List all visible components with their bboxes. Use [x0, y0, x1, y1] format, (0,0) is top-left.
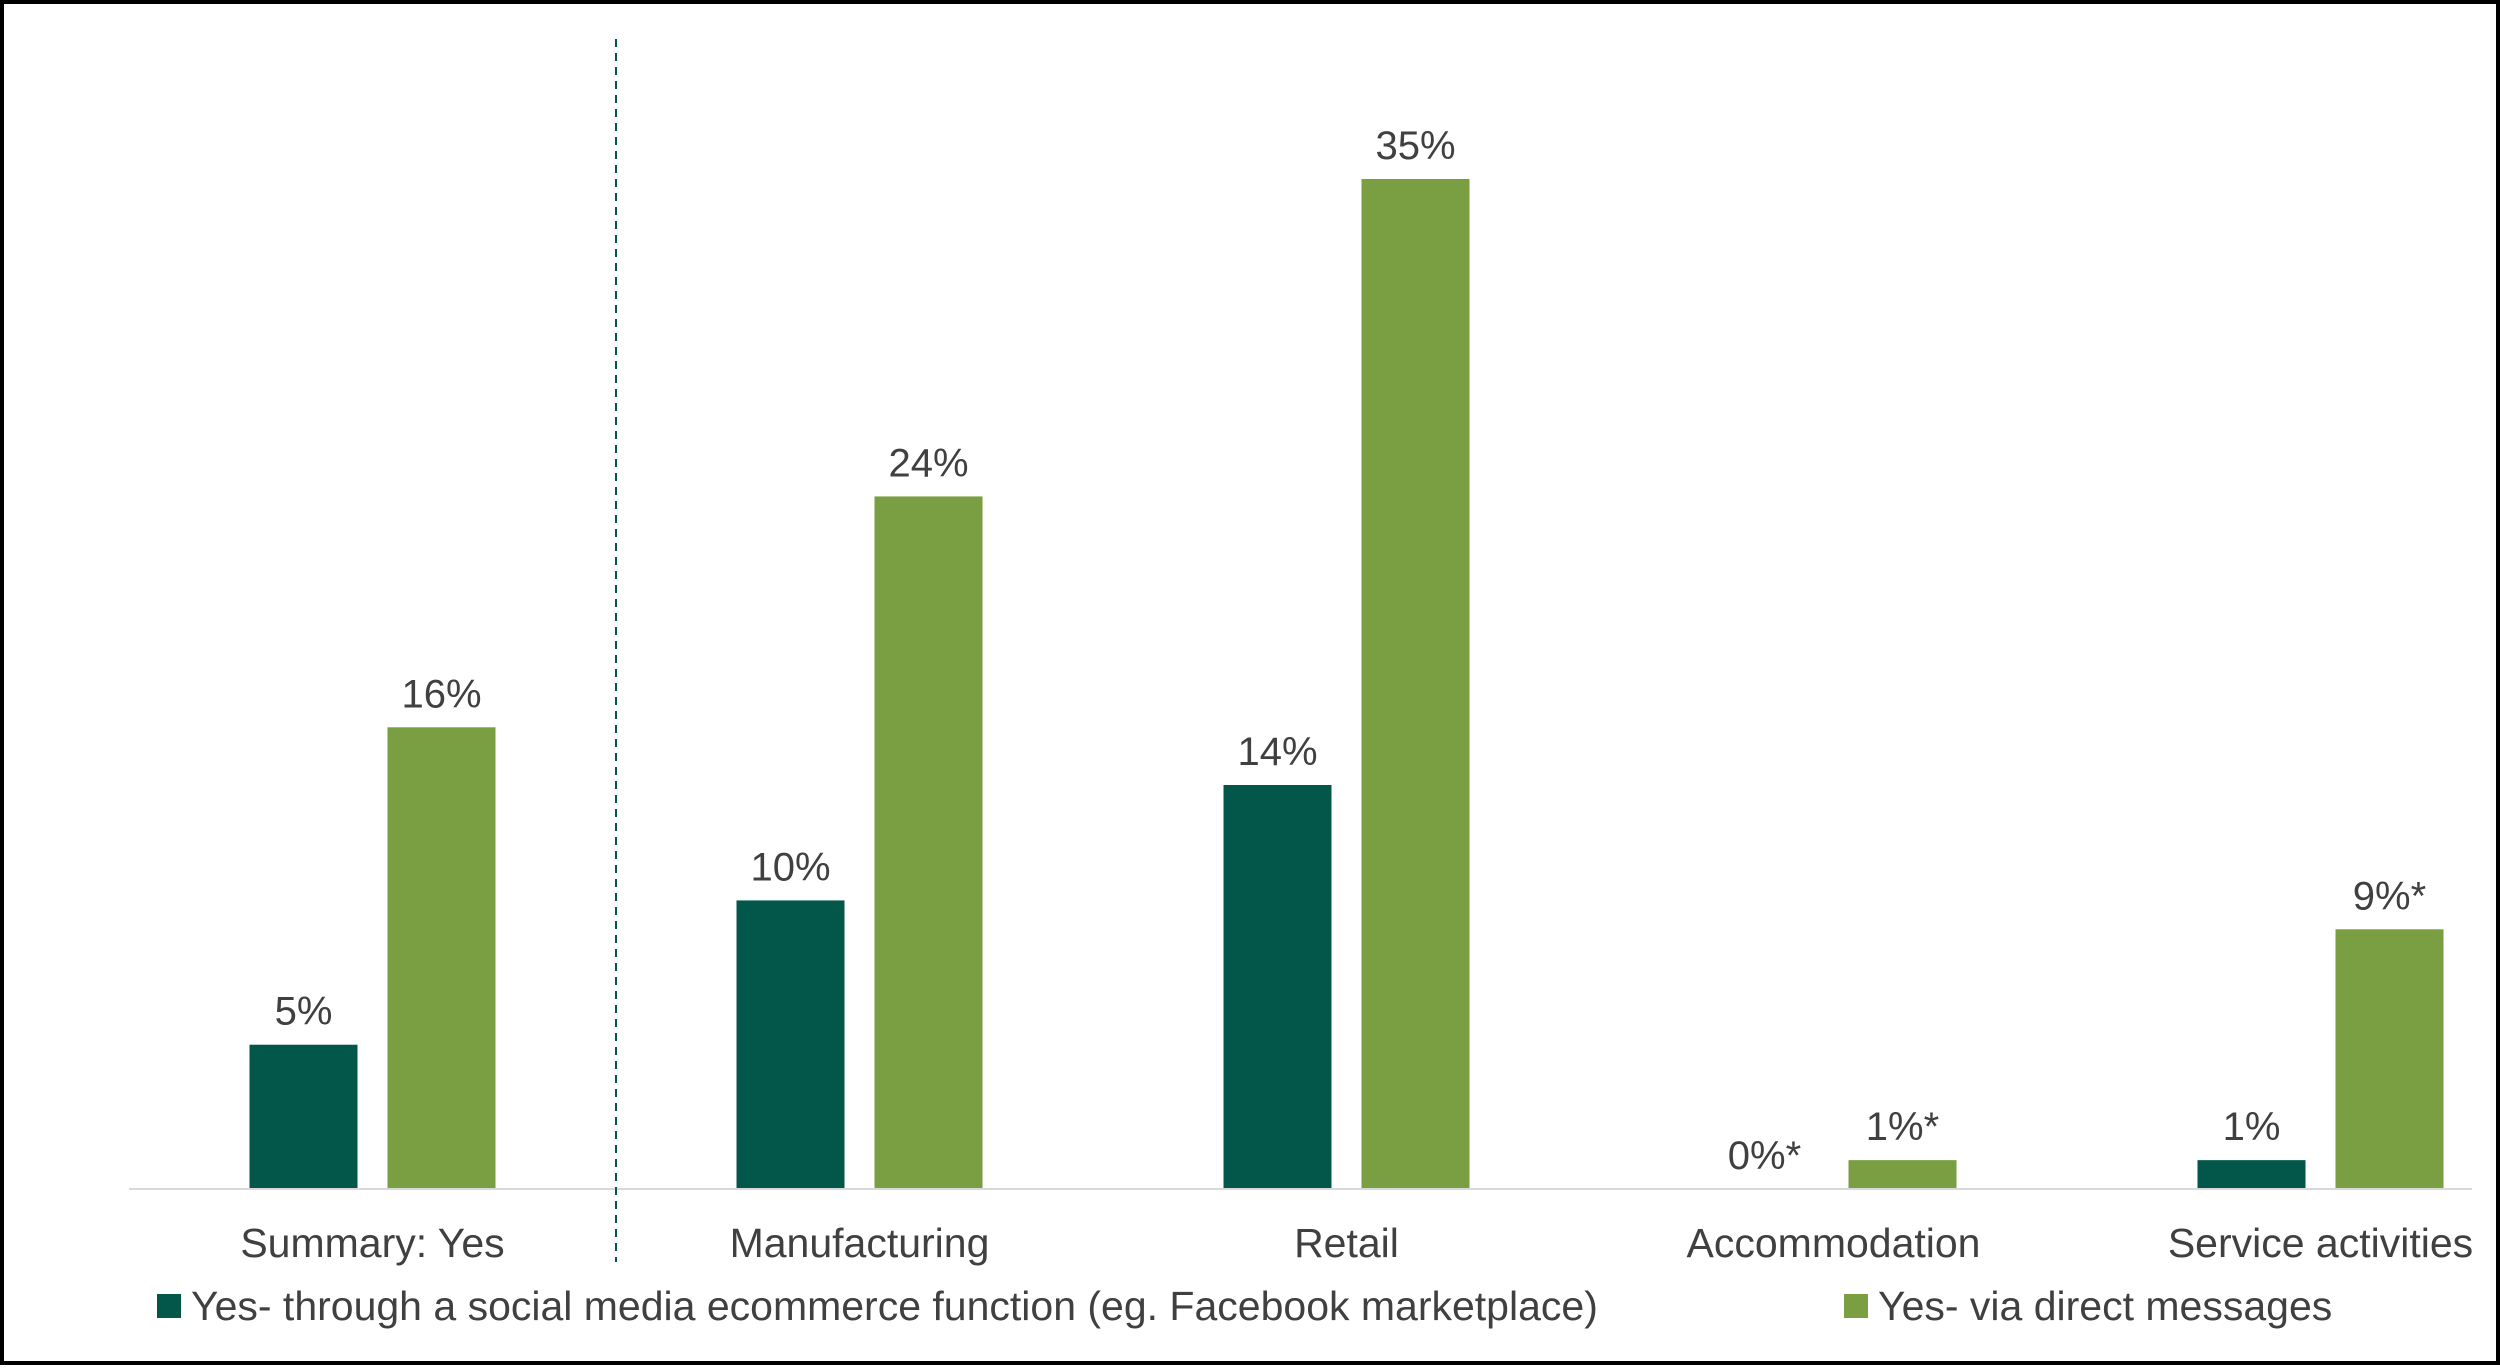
bar-retail-s2	[1361, 179, 1470, 1189]
legend-label-2: Yes- via direct messages	[1878, 1283, 2332, 1329]
bar-accommodation-s2	[1848, 1160, 1957, 1189]
bar-summary-yes-s2	[387, 727, 496, 1189]
category-labels-group: Summary: Yes Manufacturing Retail Accommoda…	[240, 1220, 2473, 1266]
bar-chart: 5% 16% 10% 24% 14% 35% 0%* 1%* 1% 9%* Summary: Ye…	[129, 39, 2473, 1329]
bar-manufacturing-s2	[874, 496, 983, 1189]
data-label-accommodation-s1: 0%*	[1728, 1134, 1801, 1178]
legend: Yes- through a social media ecommerce fu…	[157, 1283, 2332, 1329]
data-label-summary-yes-s2: 16%	[401, 672, 481, 716]
data-label-manufacturing-s1: 10%	[750, 845, 830, 889]
category-label-retail: Retail	[1294, 1220, 1399, 1266]
data-label-accommodation-s2: 1%*	[1866, 1105, 1939, 1149]
bar-retail-s1	[1223, 785, 1332, 1189]
data-label-service-activities-s2: 9%*	[2353, 874, 2426, 918]
category-label-summary-yes: Summary: Yes	[240, 1220, 504, 1266]
data-label-service-activities-s1: 1%	[2223, 1105, 2281, 1149]
data-label-summary-yes-s1: 5%	[275, 990, 333, 1034]
bar-service-activities-s1	[2197, 1160, 2306, 1189]
data-label-manufacturing-s2: 24%	[888, 441, 968, 485]
bar-service-activities-s2	[2335, 929, 2444, 1189]
bar-manufacturing-s1	[736, 900, 845, 1189]
legend-swatch-2	[1844, 1294, 1868, 1318]
legend-label-1: Yes- through a social media ecommerce fu…	[191, 1283, 1598, 1329]
category-label-service-activities: Service activities	[2168, 1220, 2473, 1266]
bar-summary-yes-s1	[249, 1044, 358, 1189]
legend-swatch-1	[157, 1294, 181, 1318]
bars-group	[249, 179, 2444, 1189]
data-label-retail-s1: 14%	[1237, 730, 1317, 774]
category-label-accommodation: Accommodation	[1687, 1220, 1981, 1266]
data-label-retail-s2: 35%	[1375, 124, 1455, 168]
category-label-manufacturing: Manufacturing	[730, 1220, 990, 1266]
data-labels-group: 5% 16% 10% 24% 14% 35% 0%* 1%* 1% 9%*	[275, 124, 2427, 1178]
